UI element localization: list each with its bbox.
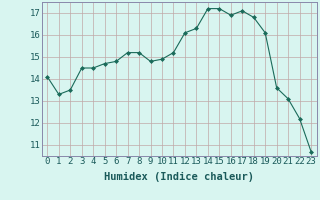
X-axis label: Humidex (Indice chaleur): Humidex (Indice chaleur) bbox=[104, 172, 254, 182]
